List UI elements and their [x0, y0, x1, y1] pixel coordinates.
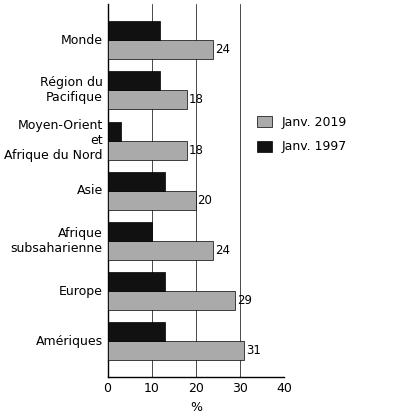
- Text: 12: 12: [162, 74, 177, 87]
- Text: 20: 20: [198, 194, 212, 207]
- Text: 10: 10: [153, 225, 168, 238]
- Text: 13: 13: [167, 175, 181, 188]
- Text: 18: 18: [189, 144, 204, 157]
- Bar: [107, 222, 152, 241]
- Text: 13: 13: [167, 275, 181, 288]
- X-axis label: %: %: [190, 401, 202, 414]
- Bar: [107, 122, 121, 140]
- Text: 24: 24: [215, 244, 230, 257]
- Bar: [107, 272, 165, 291]
- Text: 24: 24: [215, 43, 230, 56]
- Text: 12: 12: [162, 24, 177, 37]
- Bar: [107, 322, 165, 342]
- Legend: Janv. 2019, Janv. 1997: Janv. 2019, Janv. 1997: [252, 111, 352, 158]
- Text: 3: 3: [122, 125, 130, 138]
- Bar: [107, 21, 161, 40]
- Text: 18: 18: [189, 94, 204, 107]
- Bar: [107, 191, 196, 210]
- Bar: [107, 71, 161, 90]
- Bar: [107, 172, 165, 191]
- Text: 29: 29: [237, 294, 252, 307]
- Text: 31: 31: [246, 344, 261, 357]
- Bar: [107, 40, 214, 59]
- Bar: [107, 342, 244, 360]
- Bar: [107, 140, 187, 160]
- Bar: [107, 90, 187, 110]
- Bar: [107, 241, 214, 260]
- Bar: [107, 291, 235, 310]
- Text: 13: 13: [167, 325, 181, 338]
